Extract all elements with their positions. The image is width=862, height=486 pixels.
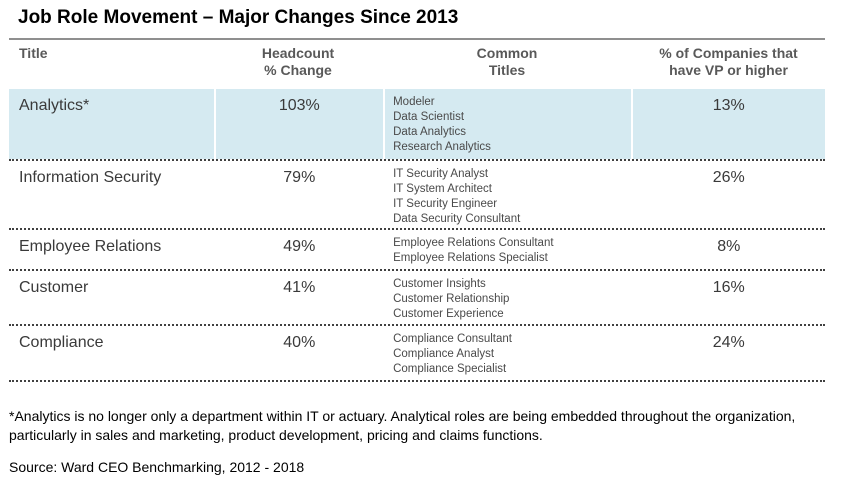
- row-common-titles: Employee Relations Consultant Employee R…: [385, 230, 630, 269]
- row-vp-percent: 16%: [712, 279, 745, 296]
- row-title: Information Security: [19, 169, 162, 186]
- row-vp-percent: 24%: [712, 334, 745, 351]
- row-headcount-change: 49%: [283, 238, 316, 255]
- common-title-item: IT System Architect: [393, 183, 492, 195]
- column-header-headcount-line1: Headcount: [261, 45, 335, 61]
- row-common-titles: Customer Insights Customer Relationship …: [385, 271, 630, 324]
- column-header-vp-line2: have VP or higher: [669, 62, 788, 78]
- common-title-item: Compliance Specialist: [393, 363, 507, 375]
- column-header-common-titles: Common Titles: [384, 45, 630, 79]
- table-row: Customer 41% Customer Insights Customer …: [9, 271, 825, 326]
- column-header-headcount-line2: % Change: [264, 62, 332, 78]
- column-header-common-line2: Titles: [488, 62, 526, 78]
- common-title-item: Modeler: [393, 96, 435, 108]
- row-vp-percent: 13%: [632, 89, 826, 159]
- column-header-title: Title: [19, 45, 48, 62]
- common-title-item: Data Security Consultant: [393, 213, 521, 225]
- common-title-item: Data Scientist: [393, 111, 465, 123]
- common-title-item: Compliance Analyst: [393, 348, 495, 360]
- source-note: Source: Ward CEO Benchmarking, 2012 - 20…: [9, 459, 305, 475]
- table-row: Information Security 79% IT Security Ana…: [9, 161, 825, 230]
- common-title-item: Compliance Consultant: [393, 333, 512, 345]
- footnote: *Analytics is no longer only a departmen…: [9, 408, 796, 443]
- common-title-item: Research Analytics: [393, 141, 491, 153]
- common-title-item: Data Analytics: [393, 126, 466, 138]
- column-header-headcount: Headcount % Change: [214, 45, 382, 79]
- column-header-vp: % of Companies that have VP or higher: [632, 45, 825, 79]
- row-vp-percent: 8%: [717, 238, 741, 255]
- row-headcount-change: 40%: [283, 334, 316, 351]
- row-headcount-change: 41%: [283, 279, 316, 296]
- table-body: Analytics* 103% Modeler Data Scientist D…: [9, 89, 826, 382]
- table-row: Employee Relations 49% Employee Relation…: [9, 230, 825, 271]
- common-title-item: Employee Relations Consultant: [393, 237, 554, 249]
- common-title-item: IT Security Analyst: [393, 168, 489, 180]
- column-header-common-line1: Common: [476, 45, 538, 61]
- common-title-item: Customer Insights: [393, 278, 486, 290]
- row-title: Compliance: [19, 334, 104, 351]
- header-top-rule: [9, 38, 825, 40]
- row-vp-percent: 26%: [712, 169, 745, 186]
- table-row: Analytics* 103% Modeler Data Scientist D…: [9, 89, 826, 161]
- table-row: Compliance 40% Compliance Consultant Com…: [9, 326, 825, 382]
- column-header-vp-line1: % of Companies that: [659, 45, 798, 61]
- common-title-item: Customer Experience: [393, 308, 504, 320]
- row-headcount-change: 79%: [283, 169, 316, 186]
- row-common-titles: Modeler Data Scientist Data Analytics Re…: [385, 89, 631, 159]
- common-title-item: Customer Relationship: [393, 293, 510, 305]
- common-title-item: Employee Relations Specialist: [393, 252, 548, 264]
- page-title: Job Role Movement – Major Changes Since …: [18, 7, 459, 28]
- row-title: Analytics*: [9, 89, 214, 159]
- common-title-item: IT Security Engineer: [393, 198, 498, 210]
- row-headcount-change: 103%: [215, 89, 384, 159]
- row-title: Customer: [19, 279, 89, 296]
- row-common-titles: Compliance Consultant Compliance Analyst…: [385, 326, 630, 380]
- row-title: Employee Relations: [19, 238, 162, 255]
- column-header-title-label: Title: [19, 45, 48, 61]
- row-common-titles: IT Security Analyst IT System Architect …: [385, 161, 630, 228]
